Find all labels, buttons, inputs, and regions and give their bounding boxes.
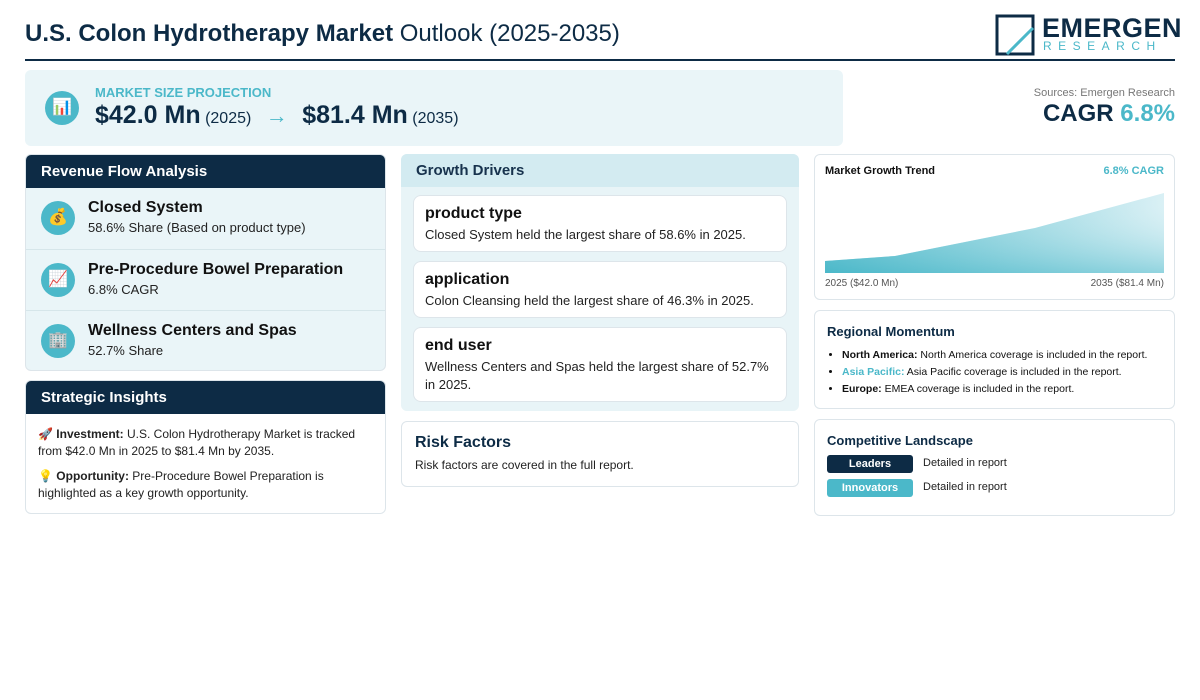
revenue-item: 💰 Closed System 58.6% Share (Based on prod…	[26, 188, 385, 249]
trend-title: Market Growth Trend	[825, 165, 936, 177]
trend-card: Market Growth Trend 6.8% CAGR 2025 ($42.…	[814, 154, 1175, 300]
insight-icon: 💡	[38, 469, 53, 483]
insight-icon: 🚀	[38, 427, 53, 441]
region-list: North America: North America coverage is…	[815, 347, 1147, 398]
region-name: Europe:	[842, 383, 882, 395]
region-text: EMEA coverage is included in the report.	[884, 383, 1075, 395]
region-item: Europe: EMEA coverage is included in the…	[842, 381, 1147, 398]
revenue-item: 🏢 Wellness Centers and Spas 52.7% Share	[26, 310, 385, 370]
card-header: Revenue Flow Analysis	[26, 155, 385, 188]
page-title: U.S. Colon Hydrotherapy Market Outlook (…	[25, 20, 620, 48]
growth-drivers-card: Growth Drivers product type Closed System…	[401, 154, 799, 411]
title-bold: U.S. Colon Hydrotherapy Market	[25, 20, 394, 47]
region-text: North America coverage is included in th…	[920, 349, 1148, 361]
risk-card: Risk Factors Risk factors are covered in…	[401, 421, 799, 487]
driver-text: Wellness Centers and Spas held the large…	[425, 359, 769, 392]
item-icon: 💰	[41, 201, 75, 235]
insight-text: U.S. Colon Hydrotherapy Market is tracke…	[38, 427, 356, 458]
driver-text: Closed System held the largest share of …	[425, 227, 746, 242]
arrow: →	[265, 103, 288, 128]
revenue-flow-card: Revenue Flow Analysis 💰 Closed System 58.6…	[25, 154, 386, 371]
item-subtitle: 58.6% Share (Based on product type)	[88, 220, 306, 235]
region-name: North America:	[842, 349, 918, 361]
region-name: Asia Pacific:	[842, 366, 905, 378]
trend-badge: 6.8% CAGR	[1103, 165, 1164, 177]
header-rule	[25, 59, 1175, 61]
driver-title: product type	[425, 205, 522, 222]
driver-title: end user	[425, 337, 492, 354]
insight-list: 🚀 Investment: U.S. Colon Hydrotherapy Ma…	[26, 414, 385, 502]
start-value: $42.0 Mn	[95, 101, 201, 129]
end-value: $81.4 Mn	[302, 101, 408, 129]
insight: 💡 Opportunity: Pre-Procedure Bowel Prepa…	[38, 468, 373, 502]
projection-values: $42.0 Mn (2025) → $81.4 Mn (2035)	[95, 101, 459, 130]
insight-label: Investment:	[56, 427, 124, 441]
cagr-value: 6.8%	[1120, 100, 1175, 127]
cagr: CAGR 6.8%	[1043, 100, 1175, 128]
region-item: Asia Pacific: Asia Pacific coverage is i…	[842, 364, 1147, 381]
title-rest: Outlook (2025-2035)	[399, 20, 620, 47]
trend-end: 2035 ($81.4 Mn)	[1090, 278, 1164, 289]
driver-card: application Colon Cleansing held the larg…	[413, 261, 787, 318]
projection-box: 📊 MARKET SIZE PROJECTION $42.0 Mn (2025)…	[25, 70, 843, 146]
competitive-badge: Leaders	[827, 455, 913, 473]
item-subtitle: 6.8% CAGR	[88, 282, 159, 297]
item-icon: 🏢	[41, 324, 75, 358]
competitive-text: Detailed in report	[923, 457, 1007, 469]
competitive-text: Detailed in report	[923, 481, 1007, 493]
projection-label: MARKET SIZE PROJECTION	[95, 85, 272, 100]
projection-icon: 📊	[45, 91, 79, 125]
region-text: Asia Pacific coverage is included in the…	[906, 366, 1122, 378]
trend-start: 2025 ($42.0 Mn)	[825, 278, 899, 289]
driver-title: application	[425, 271, 510, 288]
item-title: Pre-Procedure Bowel Preparation	[88, 261, 344, 278]
trend-area	[825, 193, 1164, 273]
risk-title: Risk Factors	[415, 434, 512, 451]
competitive-title: Competitive Landscape	[827, 433, 973, 448]
insight-text: Pre-Procedure Bowel Preparation is highl…	[38, 469, 324, 500]
item-icon: 📈	[41, 263, 75, 297]
insight-label: Opportunity:	[56, 469, 129, 483]
item-title: Closed System	[88, 199, 203, 216]
item-subtitle: 52.7% Share	[88, 343, 164, 358]
competitive-card: Competitive Landscape Leaders Detailed in…	[814, 419, 1175, 516]
competitive-badge: Innovators	[827, 479, 913, 497]
logo-sub: RESEARCH	[1043, 39, 1162, 53]
strategic-card: Strategic Insights 🚀 Investment: U.S. Co…	[25, 380, 386, 514]
driver-card: product type Closed System held the large…	[413, 195, 787, 252]
end-year: (2035)	[412, 110, 459, 127]
regional-title: Regional Momentum	[827, 324, 955, 339]
regional-card: Regional Momentum North America: North A…	[814, 310, 1175, 409]
card-header: Strategic Insights	[26, 381, 385, 414]
logo-mark	[995, 14, 1035, 56]
region-item: North America: North America coverage is…	[842, 347, 1147, 364]
driver-text: Colon Cleansing held the largest share o…	[425, 293, 754, 308]
driver-card: end user Wellness Centers and Spas held t…	[413, 327, 787, 402]
card-header: Growth Drivers	[401, 154, 799, 187]
insight: 🚀 Investment: U.S. Colon Hydrotherapy Ma…	[38, 426, 373, 460]
cagr-label: CAGR	[1042, 100, 1114, 127]
start-year: (2025)	[205, 110, 252, 127]
sources: Sources: Emergen Research	[1033, 87, 1175, 99]
item-title: Wellness Centers and Spas	[88, 322, 297, 339]
logo-main: EMERGEN	[1042, 13, 1183, 43]
risk-text: Risk factors are covered in the full rep…	[415, 458, 634, 472]
revenue-item: 📈 Pre-Procedure Bowel Preparation 6.8% CAG…	[26, 249, 385, 310]
